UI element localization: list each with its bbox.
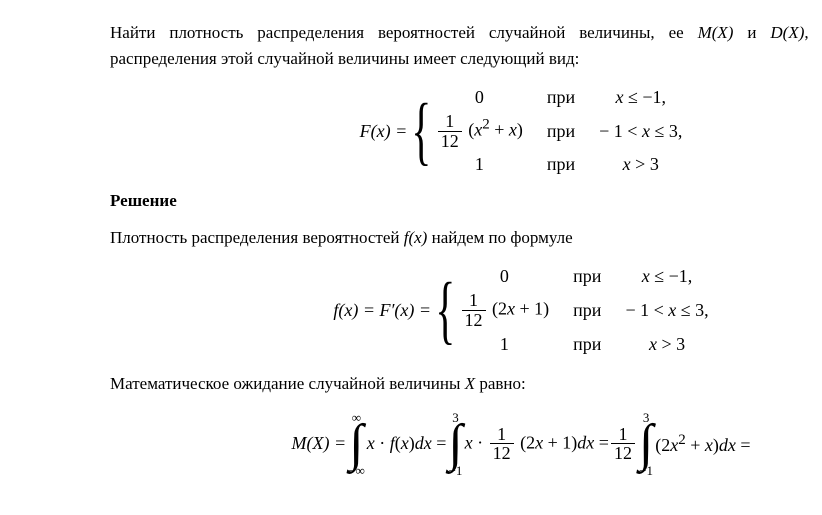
int1-body: x · f(x)dx = [367, 433, 447, 454]
case-word: при [547, 87, 575, 108]
case-condition: − 1 < x ≤ 3, [625, 300, 708, 321]
case-value: 0 [436, 87, 523, 108]
integral-icon: ∞ ∫ −∞ [348, 411, 365, 477]
x-symbol: X [465, 374, 475, 393]
dx-symbol: D(X) [770, 23, 804, 42]
mx-mid: 112 [609, 425, 637, 464]
problem-and: и [733, 23, 770, 42]
solution-heading: Решение [110, 191, 822, 211]
case-value: 1 [436, 154, 523, 175]
f-small-cases: 0 при x ≤ −1, 112 (2x + 1) при − 1 < x ≤ 3, 1 п… [460, 266, 709, 355]
case-word: при [547, 121, 575, 142]
f-small-lhs: f(x) = F′(x) = [333, 300, 431, 321]
f-big-cases: 0 при x ≤ −1, 112 (x2 + x) при − 1 < x ≤ 3, 1 п… [436, 87, 683, 176]
mx-lhs: M(X) = [291, 433, 346, 454]
int1-bot: −∞ [348, 464, 365, 477]
case-value: 112 (x2 + x) [436, 112, 523, 151]
case-word: при [573, 300, 601, 321]
int2-bot: −1 [449, 464, 463, 477]
case-condition: x > 3 [625, 334, 708, 355]
case-word: при [573, 334, 601, 355]
integral-symbol: ∫ [349, 424, 363, 464]
problem-prefix: Найти плотность распределения вероятност… [110, 23, 698, 42]
int3-body: (2x2 + x)dx = [655, 432, 750, 456]
integral-icon: 3 ∫ −1 [639, 411, 653, 477]
fx-symbol: f(x) [404, 228, 428, 247]
problem-text: Найти плотность распределения вероятност… [110, 20, 822, 73]
f-small-definition: f(x) = F′(x) = { 0 при x ≤ −1, 112 (2x + 1)… [110, 266, 822, 355]
integral-symbol: ∫ [448, 424, 462, 464]
integral-symbol: ∫ [639, 424, 653, 464]
int2-body: x · 112 (2x + 1)dx = [465, 425, 609, 464]
case-value: 0 [460, 266, 550, 287]
case-word: при [547, 154, 575, 175]
expectation-prefix: Математическое ожидание случайной величи… [110, 374, 465, 393]
density-suffix: найдем по формуле [427, 228, 572, 247]
f-big-lhs: F(x) = [360, 121, 408, 142]
int3-bot: −1 [639, 464, 653, 477]
case-condition: x ≤ −1, [625, 266, 708, 287]
brace-icon: { [435, 272, 455, 348]
case-condition: x > 3 [599, 154, 682, 175]
case-value: 112 (2x + 1) [460, 291, 550, 330]
density-intro: Плотность распределения вероятностей f(x… [110, 225, 822, 251]
f-big-definition: F(x) = { 0 при x ≤ −1, 112 (x2 + x) при − 1 <… [110, 87, 822, 176]
case-condition: − 1 < x ≤ 3, [599, 121, 682, 142]
expectation-suffix: равно: [475, 374, 526, 393]
case-condition: x ≤ −1, [599, 87, 682, 108]
case-value: 1 [460, 334, 550, 355]
density-prefix: Плотность распределения вероятностей [110, 228, 404, 247]
case-word: при [573, 266, 601, 287]
brace-icon: { [411, 93, 431, 169]
integral-icon: 3 ∫ −1 [448, 411, 462, 477]
expectation-intro: Математическое ожидание случайной величи… [110, 371, 822, 397]
mx-equation: M(X) = ∞ ∫ −∞ x · f(x)dx = 3 ∫ −1 x · 11… [110, 411, 822, 477]
mx-symbol: M(X) [698, 23, 734, 42]
